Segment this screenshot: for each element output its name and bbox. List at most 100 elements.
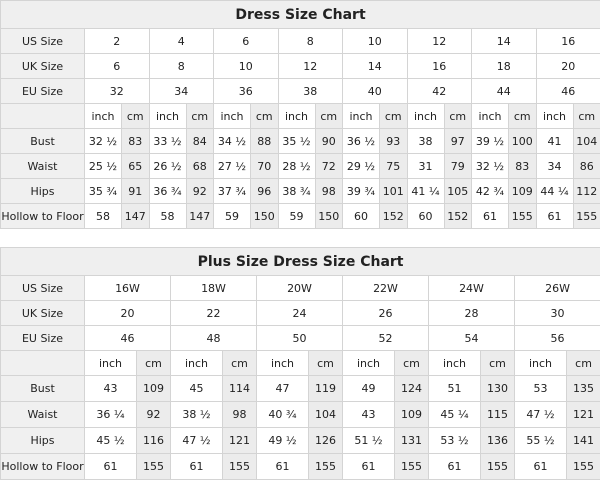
cm-value: 119 xyxy=(308,375,343,402)
inch-value: 58 xyxy=(84,203,122,229)
uk-size-cell: 18 xyxy=(471,53,537,79)
measurement-row: Bust 32 ½ 83 33 ½ 84 34 ½ 88 35 ½ 90 36 ½ 93 38 97 39… xyxy=(0,128,600,154)
cm-value: 91 xyxy=(121,178,150,204)
inch-value: 27 ½ xyxy=(213,153,251,179)
cm-value: 136 xyxy=(480,427,515,454)
us-size-row: US Size 16W 18W 20W 22W 24W 26W xyxy=(0,275,600,301)
us-size-cell: 8 xyxy=(277,28,343,54)
cm-value: 131 xyxy=(394,427,429,454)
inch-value: 37 ¾ xyxy=(213,178,251,204)
unit-inch: inch xyxy=(342,350,395,376)
cm-value: 92 xyxy=(185,178,214,204)
unit-inch: inch xyxy=(84,103,122,129)
inch-value: 31 xyxy=(406,153,445,179)
inch-value: 38 ½ xyxy=(170,401,223,428)
inch-value: 61 xyxy=(342,453,395,480)
uk-size-cell: 12 xyxy=(277,53,343,79)
cm-value: 150 xyxy=(250,203,279,229)
uk-size-cell: 10 xyxy=(213,53,279,79)
cm-value: 109 xyxy=(394,401,429,428)
row-label: UK Size xyxy=(0,53,85,79)
inch-value: 61 xyxy=(471,203,509,229)
eu-size-cell: 34 xyxy=(148,78,214,104)
cm-value: 109 xyxy=(136,375,171,402)
cm-value: 98 xyxy=(314,178,343,204)
row-label: US Size xyxy=(0,28,85,54)
row-label: Bust xyxy=(0,375,85,402)
uk-size-cell: 22 xyxy=(170,300,257,326)
chart-title: Plus Size Dress Size Chart xyxy=(0,247,600,276)
inch-value: 42 ¾ xyxy=(471,178,509,204)
unit-cm: cm xyxy=(121,103,150,129)
cm-value: 93 xyxy=(379,128,408,154)
inch-value: 59 xyxy=(277,203,316,229)
us-size-cell: 20W xyxy=(256,275,343,301)
inch-value: 61 xyxy=(535,203,574,229)
row-label: EU Size xyxy=(0,78,85,104)
us-size-cell: 6 xyxy=(213,28,279,54)
row-label: Bust xyxy=(0,128,85,154)
cm-value: 155 xyxy=(480,453,515,480)
cm-value: 116 xyxy=(136,427,171,454)
unit-inch: inch xyxy=(148,103,187,129)
us-size-cell: 24W xyxy=(428,275,515,301)
row-label: Waist xyxy=(0,153,85,179)
inch-value: 32 ½ xyxy=(471,153,509,179)
us-size-cell: 26W xyxy=(513,275,600,301)
us-size-cell: 4 xyxy=(148,28,214,54)
unit-inch: inch xyxy=(213,103,251,129)
inch-value: 47 ½ xyxy=(514,401,567,428)
cm-value: 135 xyxy=(565,375,600,402)
cm-value: 121 xyxy=(222,427,257,454)
row-label: EU Size xyxy=(0,325,85,351)
eu-size-cell: 50 xyxy=(256,325,343,351)
inch-value: 36 ¼ xyxy=(84,401,137,428)
inch-value: 43 xyxy=(84,375,137,402)
row-label: US Size xyxy=(0,275,85,301)
inch-value: 45 ¼ xyxy=(428,401,481,428)
cm-value: 90 xyxy=(314,128,343,154)
cm-value: 104 xyxy=(308,401,343,428)
unit-cm: cm xyxy=(572,103,600,129)
inch-value: 49 ½ xyxy=(256,427,309,454)
eu-size-cell: 40 xyxy=(342,78,408,104)
inch-value: 61 xyxy=(256,453,309,480)
inch-value: 49 xyxy=(342,375,395,402)
cm-value: 155 xyxy=(572,203,600,229)
eu-size-cell: 48 xyxy=(170,325,257,351)
chart-title: Dress Size Chart xyxy=(0,0,600,29)
unit-row: inch cm inch cm inch cm inch cm inch cm inch cm xyxy=(0,350,600,376)
inch-value: 36 ¾ xyxy=(148,178,187,204)
inch-value: 55 ½ xyxy=(514,427,567,454)
cm-value: 97 xyxy=(443,128,472,154)
unit-cm: cm xyxy=(508,103,537,129)
us-size-cell: 16 xyxy=(535,28,600,54)
unit-cm: cm xyxy=(394,350,429,376)
unit-inch: inch xyxy=(342,103,380,129)
row-label: Waist xyxy=(0,401,85,428)
measurement-row: Waist 25 ½ 65 26 ½ 68 27 ½ 70 28 ½ 72 29 ½ 75 31 79 3… xyxy=(0,153,600,179)
cm-value: 112 xyxy=(572,178,600,204)
cm-value: 147 xyxy=(121,203,150,229)
inch-value: 41 xyxy=(535,128,574,154)
inch-value: 61 xyxy=(84,453,137,480)
uk-size-cell: 26 xyxy=(342,300,429,326)
inch-value: 26 ½ xyxy=(148,153,187,179)
inch-value: 51 xyxy=(428,375,481,402)
inch-value: 47 ½ xyxy=(170,427,223,454)
unit-inch: inch xyxy=(471,103,509,129)
uk-size-cell: 28 xyxy=(428,300,515,326)
eu-size-cell: 36 xyxy=(213,78,279,104)
eu-size-cell: 46 xyxy=(84,325,171,351)
inch-value: 35 ¾ xyxy=(84,178,122,204)
inch-value: 35 ½ xyxy=(277,128,316,154)
cm-value: 109 xyxy=(508,178,537,204)
uk-size-cell: 16 xyxy=(406,53,472,79)
dress-size-chart: Dress Size Chart US Size 2 4 6 8 10 12 14 16 UK Si… xyxy=(0,0,600,229)
us-size-cell: 10 xyxy=(342,28,408,54)
inch-value: 61 xyxy=(428,453,481,480)
cm-value: 84 xyxy=(185,128,214,154)
eu-size-cell: 56 xyxy=(513,325,600,351)
measurement-row: Bust 43 109 45 114 47 119 49 124 51 130 53 135 xyxy=(0,375,600,402)
